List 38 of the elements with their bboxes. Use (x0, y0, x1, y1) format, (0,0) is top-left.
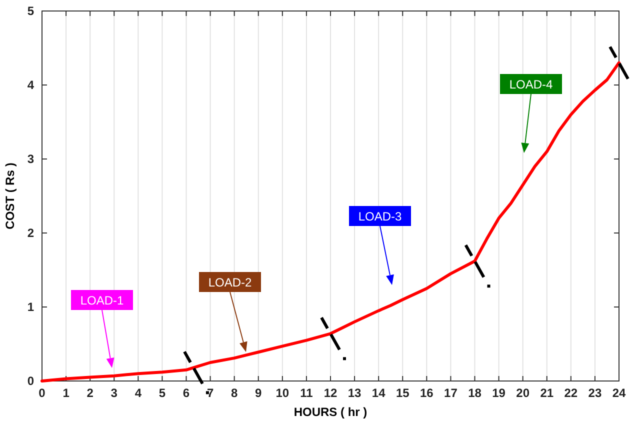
x-tick-label: 1 (62, 386, 70, 400)
x-tick-label: 14 (372, 386, 386, 400)
x-tick-label: 21 (540, 386, 554, 400)
x-tick-label: 20 (516, 386, 530, 400)
x-tick-label: 2 (86, 386, 94, 400)
y-tick-label: 5 (27, 4, 34, 18)
x-tick-label: 22 (564, 386, 578, 400)
x-tick-label: 23 (588, 386, 602, 400)
x-tick-label: 3 (110, 386, 118, 400)
annotation: LOAD-4 (509, 78, 553, 92)
x-tick-label: 16 (420, 386, 434, 400)
annotation: LOAD-1 (80, 294, 124, 308)
x-tick-label: 7 (206, 386, 214, 400)
x-tick-label: 18 (468, 386, 482, 400)
x-tick-label: 17 (444, 386, 458, 400)
y-tick-label: 0 (27, 374, 34, 388)
x-axis-title: HOURS ( hr ) (294, 405, 368, 419)
annotation: LOAD-2 (208, 276, 252, 290)
y-tick-label: 4 (27, 78, 34, 92)
x-tick-label: 4 (134, 386, 142, 400)
y-axis-title: COST ( Rs ) (3, 162, 17, 230)
x-tick-label: 6 (182, 386, 190, 400)
x-tick-label: 10 (276, 386, 290, 400)
x-tick-label: 5 (158, 386, 166, 400)
x-tick-label: 9 (255, 386, 262, 400)
y-tick-label: 3 (27, 152, 34, 166)
x-tick-label: 13 (348, 386, 362, 400)
x-tick-label: 11 (300, 386, 314, 400)
x-tick-label: 0 (38, 386, 46, 400)
y-tick-label: 2 (27, 226, 34, 240)
x-tick-label: 15 (396, 386, 410, 400)
x-tick-label: 24 (612, 386, 626, 400)
x-tick-label: 12 (324, 386, 338, 400)
line-series (40, 61, 620, 382)
x-tick-label: 8 (230, 386, 238, 400)
y-tick-label: 1 (27, 300, 34, 314)
x-tick-label: 19 (492, 386, 506, 400)
annotation: LOAD-3 (358, 210, 402, 224)
